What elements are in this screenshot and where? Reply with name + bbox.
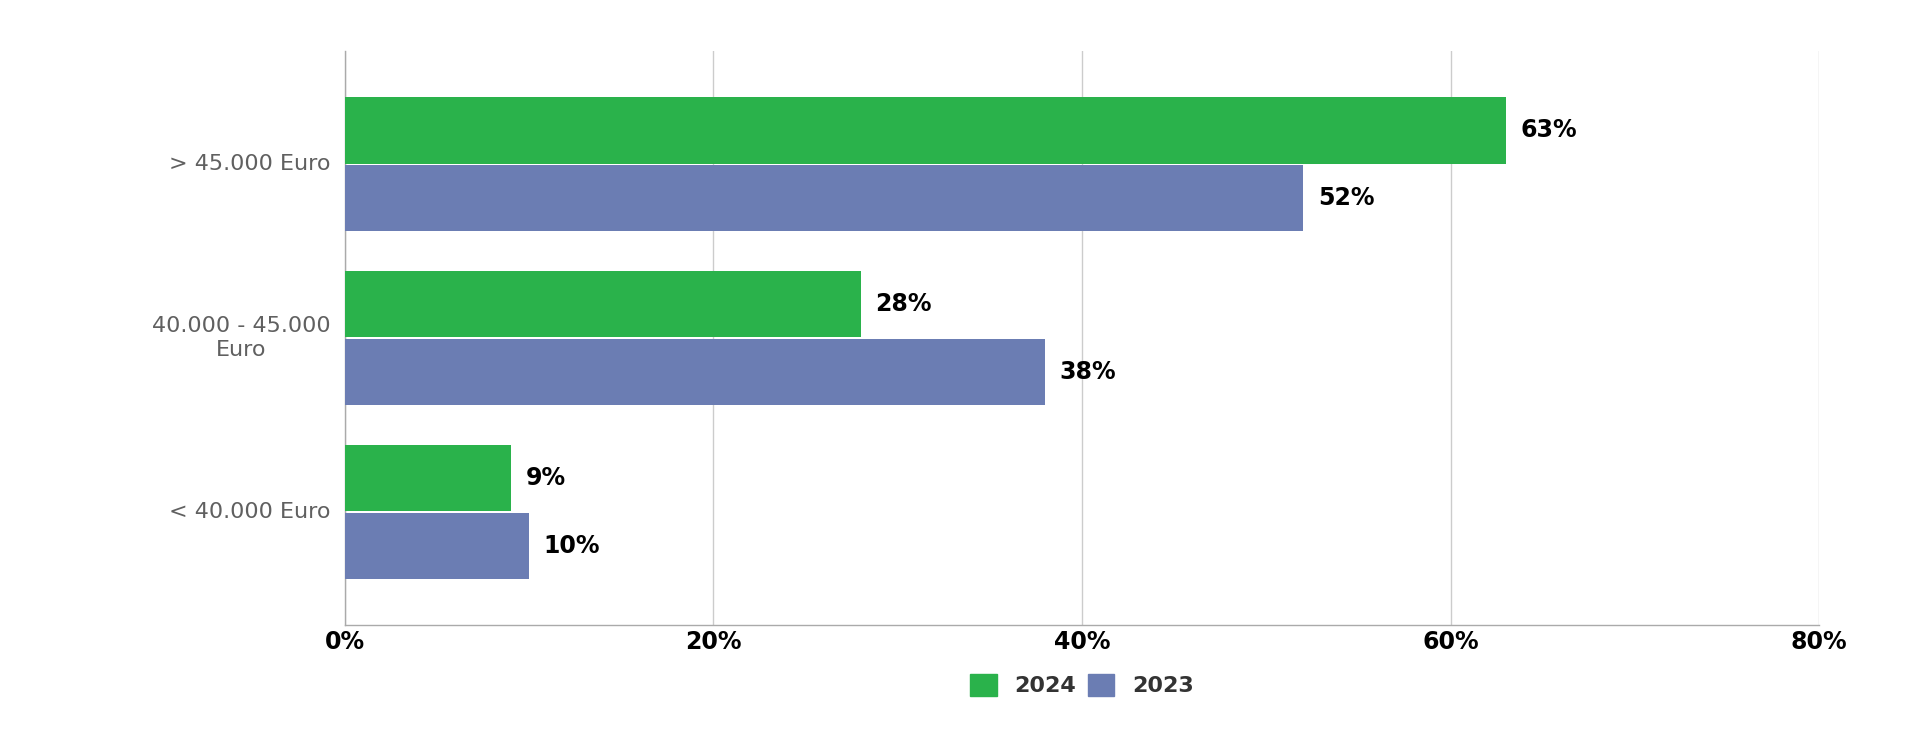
Text: 63%: 63%: [1520, 118, 1577, 143]
Text: 10%: 10%: [544, 534, 599, 558]
Bar: [345, 339, 1045, 405]
Text: 9%: 9%: [524, 466, 565, 490]
Bar: [345, 271, 861, 337]
Text: 52%: 52%: [1317, 186, 1374, 210]
Bar: [345, 513, 528, 578]
Text: 38%: 38%: [1058, 360, 1116, 384]
Bar: [345, 98, 1504, 163]
Text: 28%: 28%: [875, 293, 932, 316]
Bar: [345, 165, 1302, 232]
Bar: [345, 445, 511, 511]
Legend: 2024, 2023: 2024, 2023: [961, 664, 1202, 706]
